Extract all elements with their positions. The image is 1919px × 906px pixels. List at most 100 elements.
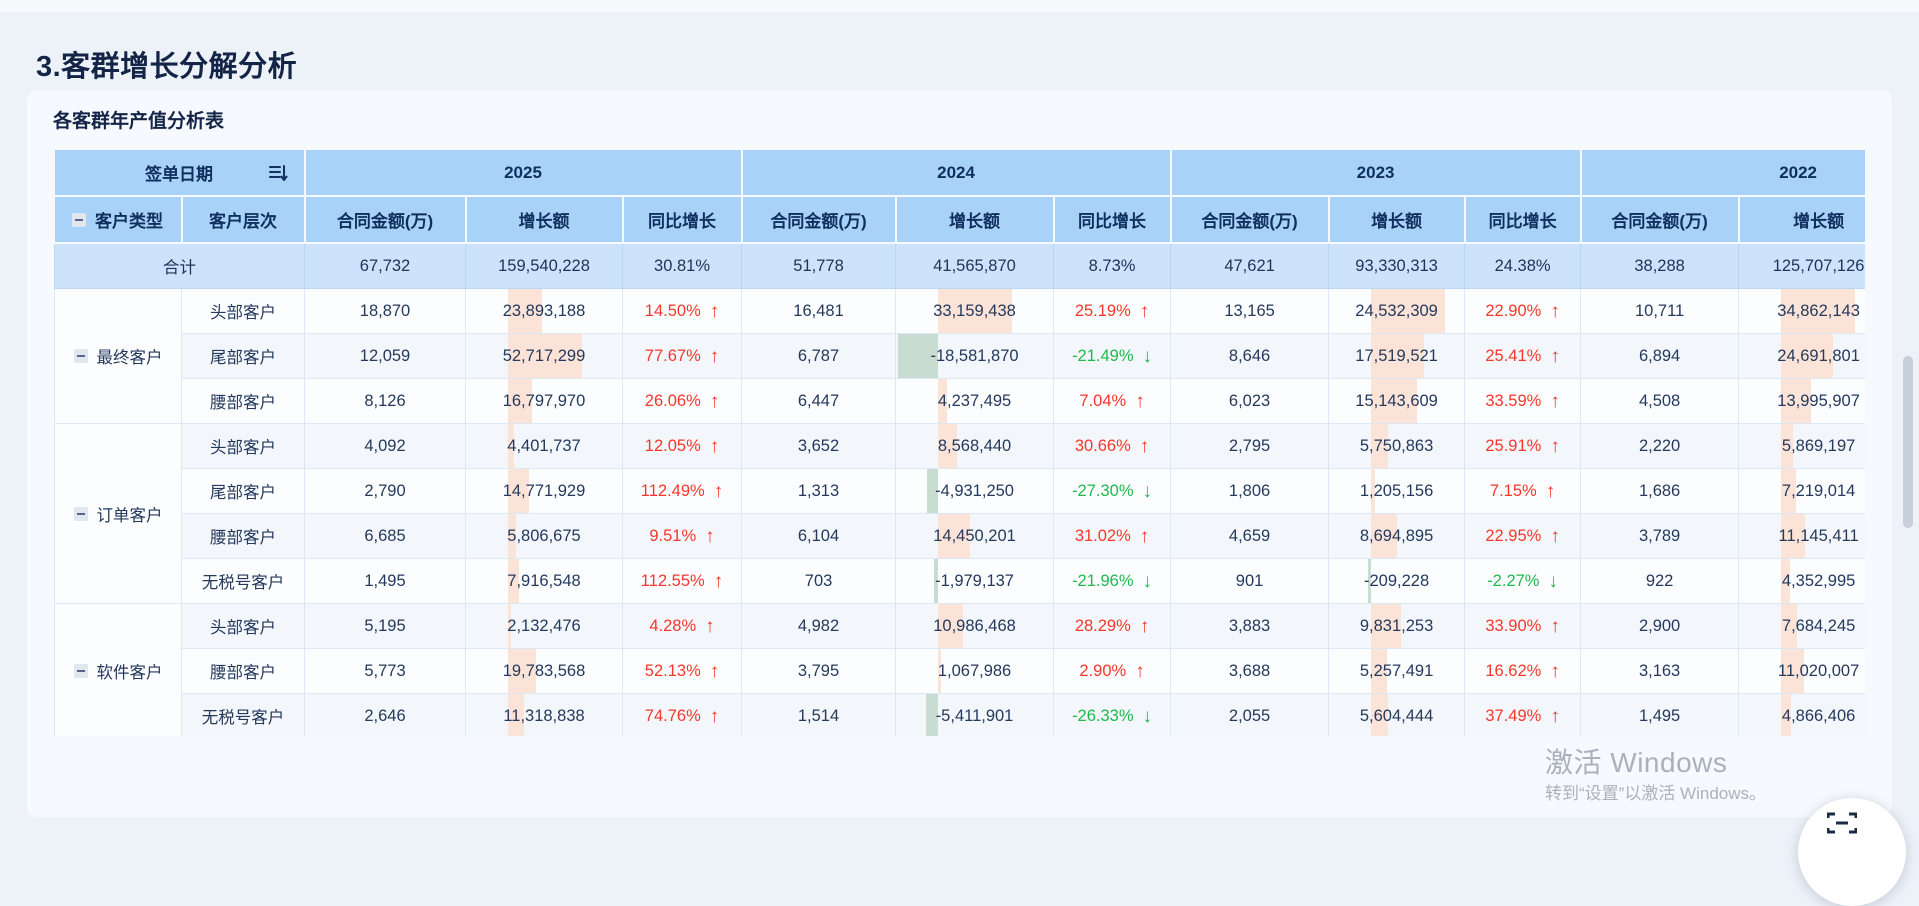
amount-cell-2025: 1,495 [304,558,466,604]
yoy-value: 12.05% [644,436,701,455]
growth-cell-2025: 14,771,929 [465,468,623,514]
amount-cell-2024: 16,481 [741,288,897,334]
positive-growth-bar [508,469,529,513]
growth-cell-2023: 5,750,863 [1328,423,1466,469]
yoy-cell-2025: 4.28% ↑ [621,603,743,649]
positive-growth-bar [508,514,516,558]
yoy-cell-2025: 30.81% [621,242,743,289]
yoy-value: 30.66% [1074,436,1131,455]
amount-value: 8,646 [1228,346,1271,365]
arrow-up-icon: ↑ [1550,390,1560,412]
yoy-value: 112.55% [640,571,705,590]
positive-growth-bar [508,694,524,736]
amount-cell-2025: 2,646 [304,693,466,736]
yoy-value: 2.90% [1079,661,1127,680]
amount-cell-2022: 4,508 [1580,378,1740,424]
amount-value: 3,652 [797,436,840,455]
amount-value: 3,163 [1638,661,1681,680]
amount-cell-2024: 6,447 [741,378,897,424]
positive-growth-bar [1781,289,1856,333]
amount-value: 6,447 [797,391,840,410]
growth-cell-2025: 4,401,737 [465,423,623,469]
sign-date-header[interactable]: 签单日期 [54,150,306,197]
customer-growth-table: 签单日期 2025 2024 2023 2022 客户类型 客户层次 合同金额(万) 增长额 同比… [54,150,1865,736]
growth-value: 52,717,299 [502,346,586,365]
customer-level-cell: 头部客户 [181,423,305,469]
growth-value: 4,237,495 [937,391,1012,410]
growth-cell-2022: 11,020,007 [1738,648,1865,694]
amount-cell-2024: 703 [741,558,897,604]
growth-value: 14,450,201 [933,526,1016,545]
positive-growth-bar [938,424,958,468]
amount-value: 1,514 [797,706,840,725]
growth-value: 16,797,970 [502,391,586,410]
negative-growth-bar [1368,559,1372,603]
amount-cell-2022: 922 [1580,558,1740,604]
growth-value: 24,691,801 [1777,346,1860,365]
growth-cell-2025: 23,893,188 [465,288,623,334]
positive-growth-bar [508,649,536,693]
vertical-scrollbar-thumb[interactable] [1903,356,1913,528]
growth-value: 4,866,406 [1781,706,1856,725]
amount-value: 10,711 [1634,301,1685,320]
growth-cell-2022: 7,684,245 [1738,603,1865,649]
card-subtitle: 各客群年产值分析表 [53,111,225,132]
positive-growth-bar [1371,469,1376,513]
sort-descending-icon[interactable] [268,163,288,183]
year-header-2022: 2022 [1580,150,1865,197]
amount-cell-2023: 6,023 [1170,378,1330,424]
negative-growth-bar [926,694,939,736]
growth-cell-2024: -1,979,137 [895,558,1055,604]
amount-value: 2,220 [1638,436,1681,455]
growth-cell-2025: 7,916,548 [465,558,623,604]
customer-level-cell: 头部客户 [181,288,305,334]
growth-value: 1,205,156 [1359,481,1434,500]
arrow-up-icon: ↑ [705,615,715,637]
collapse-group-icon[interactable] [73,664,88,678]
amount-cell-2025: 67,732 [304,242,466,289]
yoy-cell-2024: 7.04% ↑ [1053,378,1172,424]
collapse-group-icon[interactable] [73,349,88,363]
growth-cell-2024: 1,067,986 [895,648,1055,694]
amount-value: 18,870 [359,301,411,320]
amount-value: 4,092 [364,436,406,455]
amount-value: 4,659 [1228,526,1271,545]
growth-value: 24,532,309 [1355,301,1438,320]
growth-value: 9,831,253 [1359,616,1434,635]
yoy-cell-2024: 30.66% ↑ [1053,423,1172,469]
amount-cell-2023: 3,883 [1170,603,1330,649]
amount-cell-2024: 3,652 [741,423,897,469]
growth-cell-2022: 4,352,995 [1738,558,1865,604]
arrow-up-icon: ↑ [709,390,720,412]
amount-cell-2024: 6,104 [741,513,897,559]
amount-value: 2,795 [1228,436,1271,455]
yoy-value: -27.30% [1072,481,1134,500]
arrow-up-icon: ↑ [1550,660,1560,682]
amount-cell-2025: 2,790 [304,468,466,514]
yoy-value: 9.51% [649,526,697,545]
positive-growth-bar [508,604,511,648]
amount-value: 2,900 [1638,616,1681,635]
yoy-value: 30.81% [654,256,710,275]
amount-value: 47,621 [1224,256,1275,275]
amount-value: 4,508 [1638,391,1681,410]
yoy-value: 52.13% [644,661,701,680]
column-header-customer-type[interactable]: 客户类型 [54,196,183,244]
positive-growth-bar [1371,649,1388,693]
collapse-group-icon[interactable] [73,506,88,521]
amount-cell-2025: 12,059 [304,333,466,379]
collapse-all-icon[interactable] [72,212,86,227]
arrow-down-icon: ↓ [1142,480,1153,502]
amount-cell-2022: 1,495 [1580,693,1740,736]
growth-value: 11,145,411 [1778,526,1859,545]
yoy-cell-2024: -26.33% ↓ [1053,693,1172,736]
yoy-cell-2025: 12.05% ↑ [621,423,743,469]
yoy-cell-2024: -21.49% ↓ [1053,333,1172,379]
amount-value: 5,195 [364,616,406,635]
amount-cell-2022: 3,163 [1580,648,1740,694]
yoy-cell-2025: 9.51% ↑ [621,513,743,559]
yoy-cell-2025: 14.50% ↑ [621,288,743,334]
arrow-up-icon: ↑ [713,570,724,592]
table-scroll-area[interactable]: 签单日期 2025 2024 2023 2022 客户类型 客户层次 合同金额(万) 增长额 同比… [54,150,1865,736]
amount-value: 3,795 [797,661,840,680]
